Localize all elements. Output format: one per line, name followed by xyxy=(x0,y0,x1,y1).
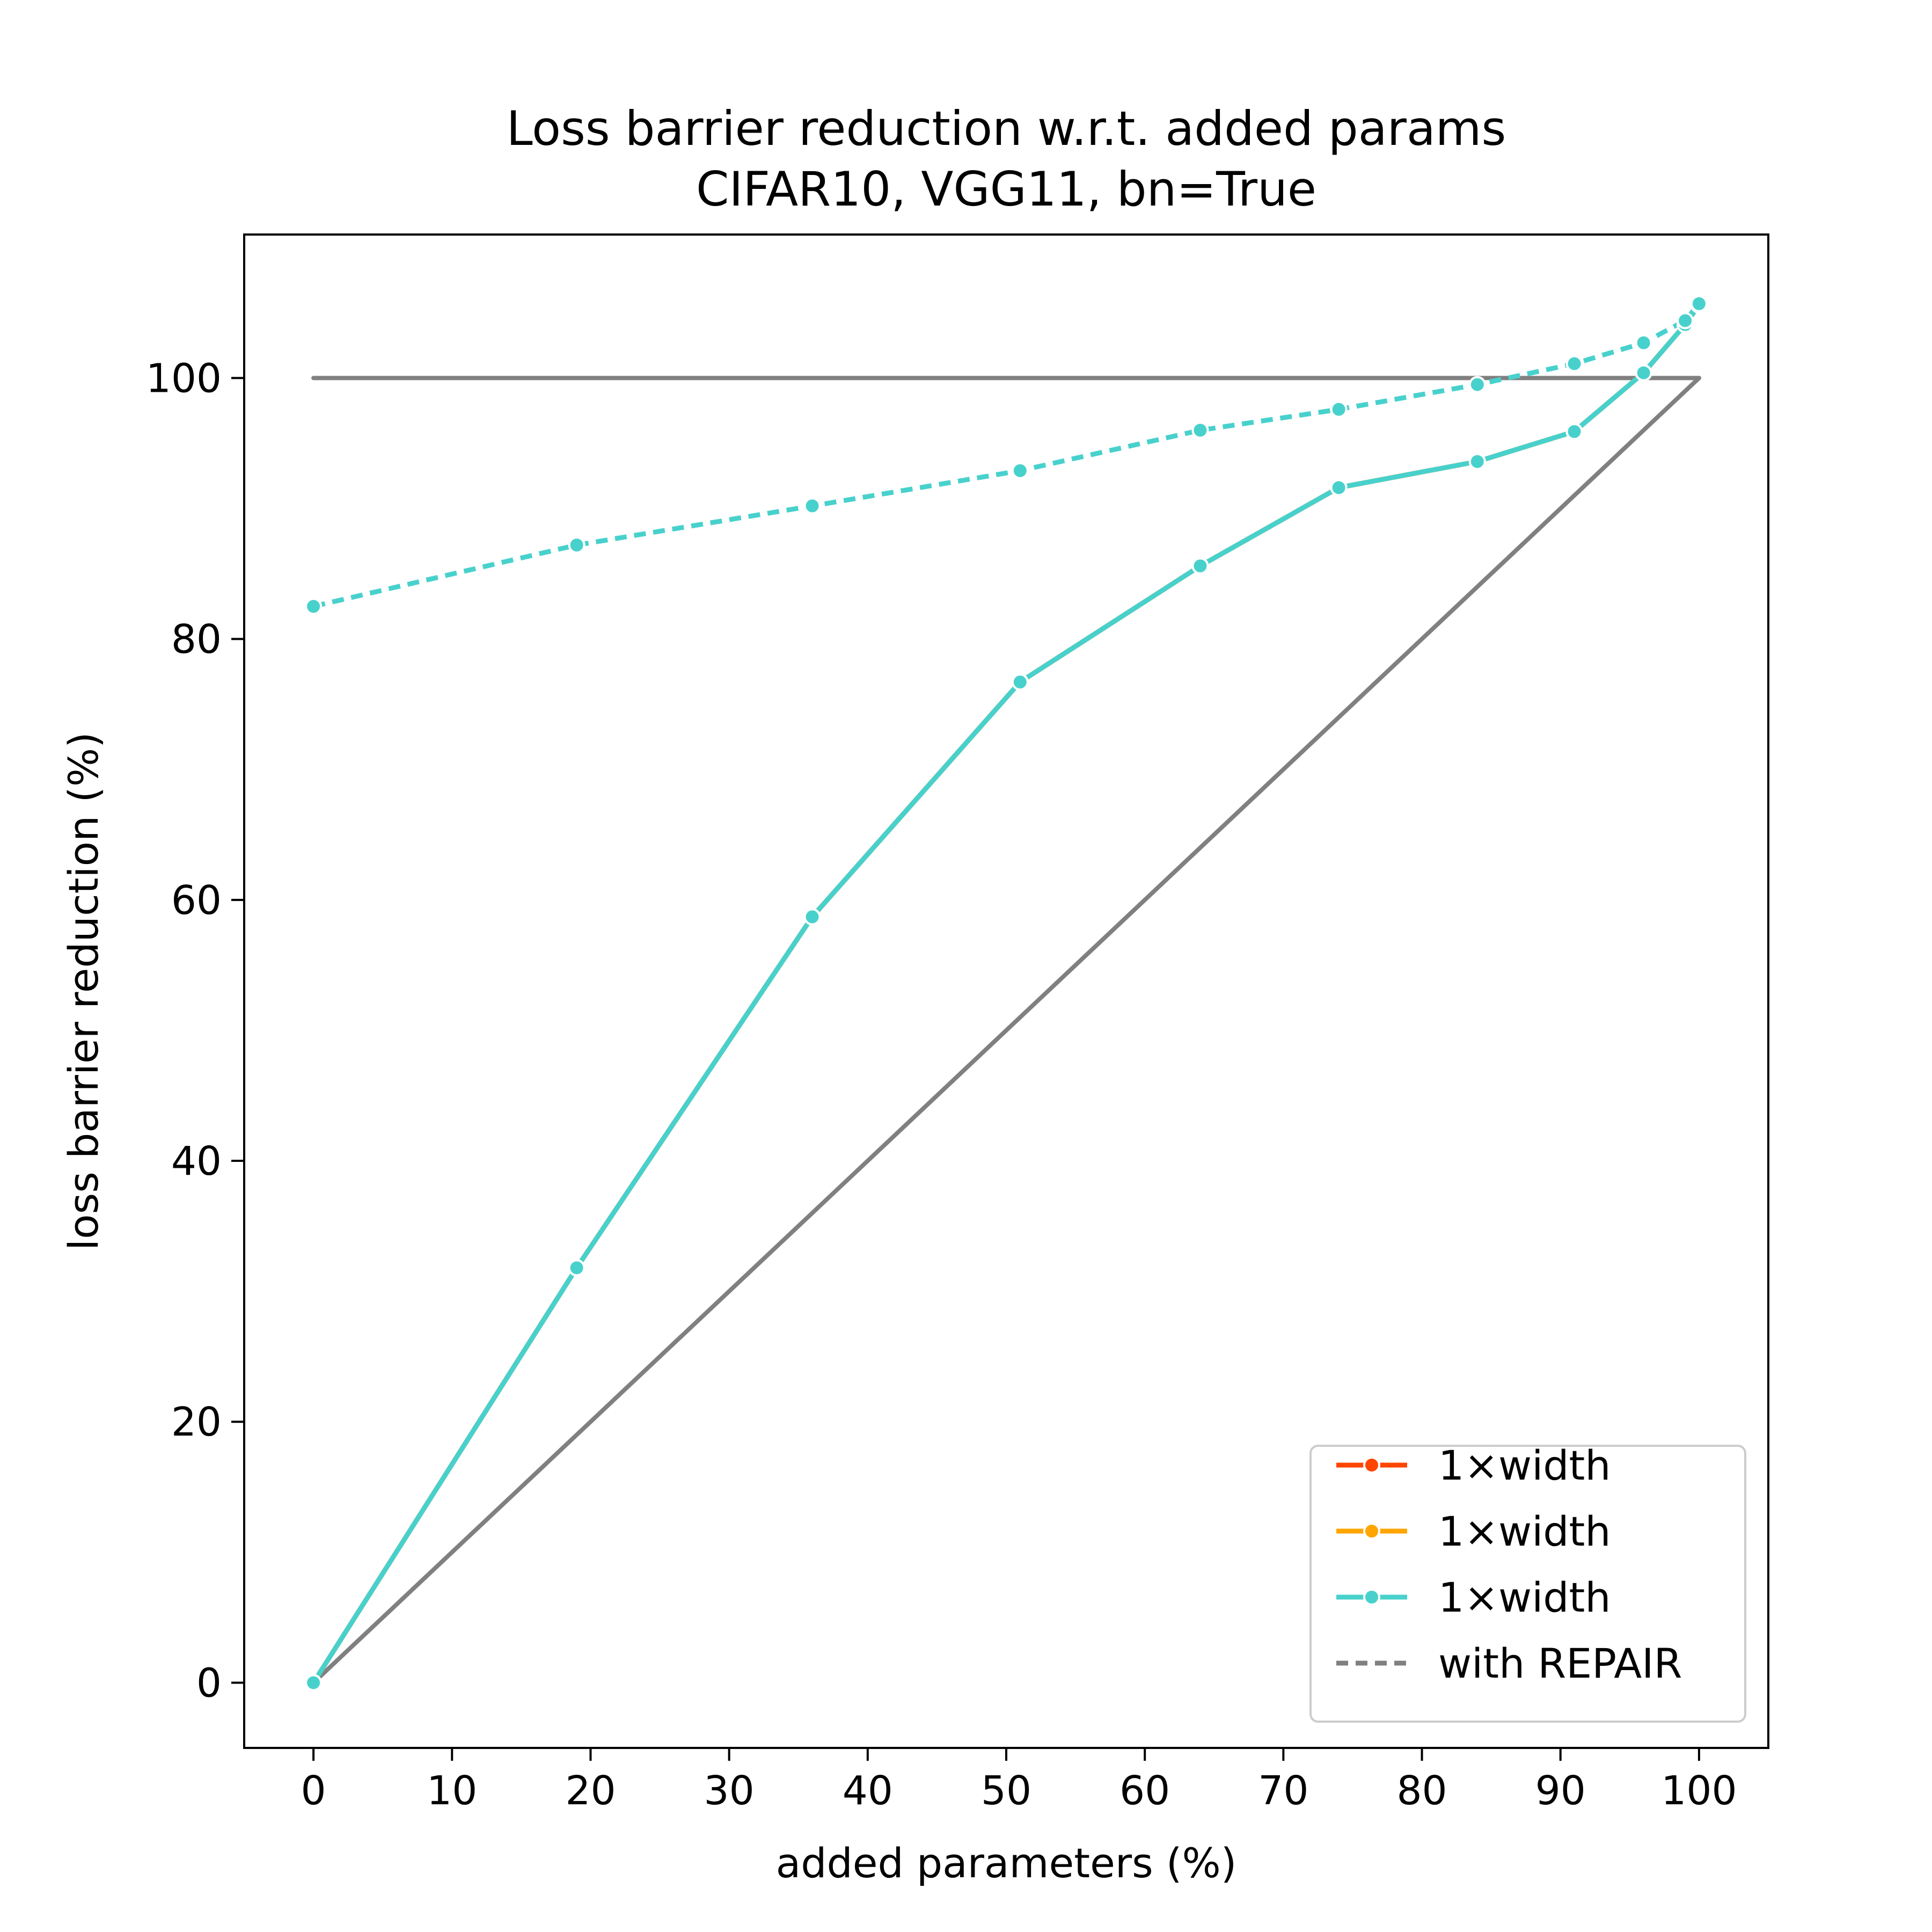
x-tick-label-50: 50 xyxy=(981,1768,1031,1814)
series-3-point-9 xyxy=(1677,312,1694,330)
series-2-point-4 xyxy=(1191,557,1209,575)
series-2-point-3 xyxy=(1011,673,1029,691)
markers-layer xyxy=(305,295,1708,1692)
series-3-point-4 xyxy=(1191,421,1209,439)
reference-lines xyxy=(311,376,1701,1685)
x-tick-label-30: 30 xyxy=(704,1768,755,1814)
y-axis: 0 20 40 60 80 100 xyxy=(146,355,244,1706)
series-3-point-7 xyxy=(1565,355,1583,372)
y-axis-label: loss barrier reduction (%) xyxy=(60,732,107,1250)
legend-label-2: 1×width xyxy=(1438,1574,1611,1621)
x-tick-label-40: 40 xyxy=(843,1768,893,1814)
x-tick-label-20: 20 xyxy=(565,1768,616,1814)
series-3-point-0 xyxy=(305,597,323,615)
series-3-point-1 xyxy=(568,536,586,554)
legend-label-3: with REPAIR xyxy=(1438,1640,1682,1687)
series-2-point-2 xyxy=(803,908,821,926)
series-3-point-6 xyxy=(1468,376,1486,393)
legend-box xyxy=(1309,1445,1746,1723)
legend-marker-0 xyxy=(1363,1457,1380,1474)
series-3-point-2 xyxy=(803,497,821,515)
series-3-point-5 xyxy=(1330,400,1348,418)
x-tick-label-70: 70 xyxy=(1258,1768,1308,1814)
series-2-point-8 xyxy=(1635,364,1652,382)
y-tick-label-40: 40 xyxy=(171,1138,222,1184)
series-3-point-10 xyxy=(1690,295,1708,312)
reference-line-1 xyxy=(311,376,1701,1685)
x-tick-label-0: 0 xyxy=(301,1768,326,1814)
y-tick-label-80: 80 xyxy=(171,617,222,663)
legend: 1×width 1×width 1×width with REPAIR xyxy=(1309,1441,1746,1723)
legend-label-0: 1×width xyxy=(1438,1441,1611,1489)
chart-subtitle: CIFAR10, VGG11, bn=True xyxy=(696,162,1316,217)
y-tick-label-60: 60 xyxy=(171,877,222,924)
series-2-point-6 xyxy=(1468,453,1486,470)
y-tick-label-100: 100 xyxy=(146,355,222,401)
series-2-point-0 xyxy=(305,1674,323,1692)
x-tick-label-90: 90 xyxy=(1535,1768,1586,1814)
x-axis: 0 10 20 30 40 50 60 70 80 90 100 xyxy=(301,1748,1737,1814)
series-3-point-8 xyxy=(1635,334,1652,352)
y-tick-label-20: 20 xyxy=(171,1399,222,1445)
chart-title: Loss barrier reduction w.r.t. added para… xyxy=(507,101,1506,156)
x-tick-label-10: 10 xyxy=(427,1768,477,1814)
legend-marker-2 xyxy=(1363,1589,1380,1606)
series-2-point-5 xyxy=(1330,479,1348,496)
legend-label-1: 1×width xyxy=(1438,1507,1611,1555)
x-axis-label: added parameters (%) xyxy=(776,1839,1237,1887)
legend-marker-1 xyxy=(1363,1523,1380,1540)
series-2-point-1 xyxy=(568,1259,586,1277)
x-tick-label-60: 60 xyxy=(1119,1768,1170,1814)
x-tick-label-100: 100 xyxy=(1661,1768,1737,1814)
series-2-point-7 xyxy=(1565,423,1583,441)
x-tick-label-80: 80 xyxy=(1396,1768,1447,1814)
series-3-point-3 xyxy=(1011,462,1029,480)
y-tick-label-0: 0 xyxy=(196,1660,222,1706)
